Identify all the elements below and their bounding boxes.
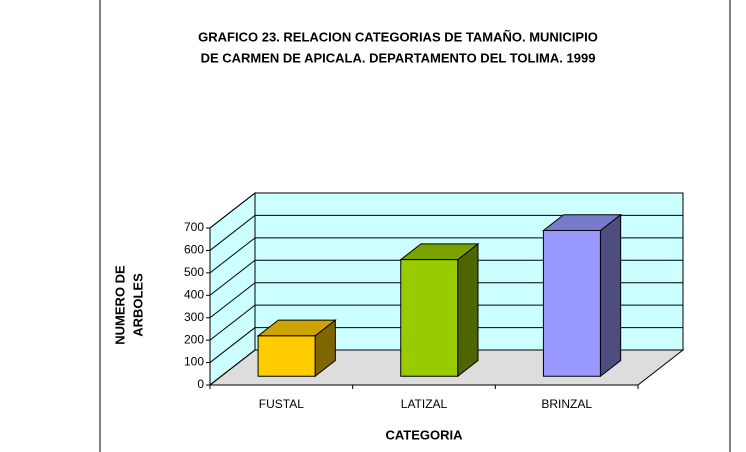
x-tick-label: BRINZAL: [541, 397, 592, 411]
grid-line: [209, 304, 256, 341]
y-tick-label: 700: [184, 220, 204, 234]
x-tick-label: FUSTAL: [259, 397, 304, 411]
bar: [400, 259, 459, 377]
grid-line: [209, 349, 256, 386]
bar: [542, 229, 601, 377]
y-axis-label-group: NUMERO DE ARBOLES: [112, 265, 145, 345]
y-tick-label: 300: [184, 310, 204, 324]
grid-line: [209, 215, 256, 251]
bar-side: [457, 242, 479, 378]
x-tick-label: LATIZAL: [401, 397, 448, 411]
y-tick-label: 0: [197, 377, 204, 391]
grid-line: [209, 282, 256, 319]
chart-title: DE CARMEN DE APICALA. DEPARTAMENTO DEL T…: [201, 50, 596, 65]
y-tick-label: 600: [184, 243, 204, 257]
x-axis-label: CATEGORIA: [385, 427, 463, 442]
bar: [257, 335, 316, 377]
grid-line: [209, 327, 256, 363]
y-axis-label: ARBOLES: [130, 273, 145, 337]
y-tick-label: 400: [184, 287, 204, 301]
y-axis-label: NUMERO DE: [112, 265, 127, 345]
grid-line: [209, 237, 256, 274]
y-tick-label: 500: [184, 265, 204, 279]
chart-title: GRAFICO 23. RELACION CATEGORIAS DE TAMAÑ…: [198, 29, 598, 44]
y-tick-label: 100: [184, 355, 204, 369]
y-tick-label: 200: [184, 332, 204, 346]
bar-side: [599, 213, 622, 378]
grid-line: [209, 259, 256, 296]
grid-line: [209, 192, 256, 229]
